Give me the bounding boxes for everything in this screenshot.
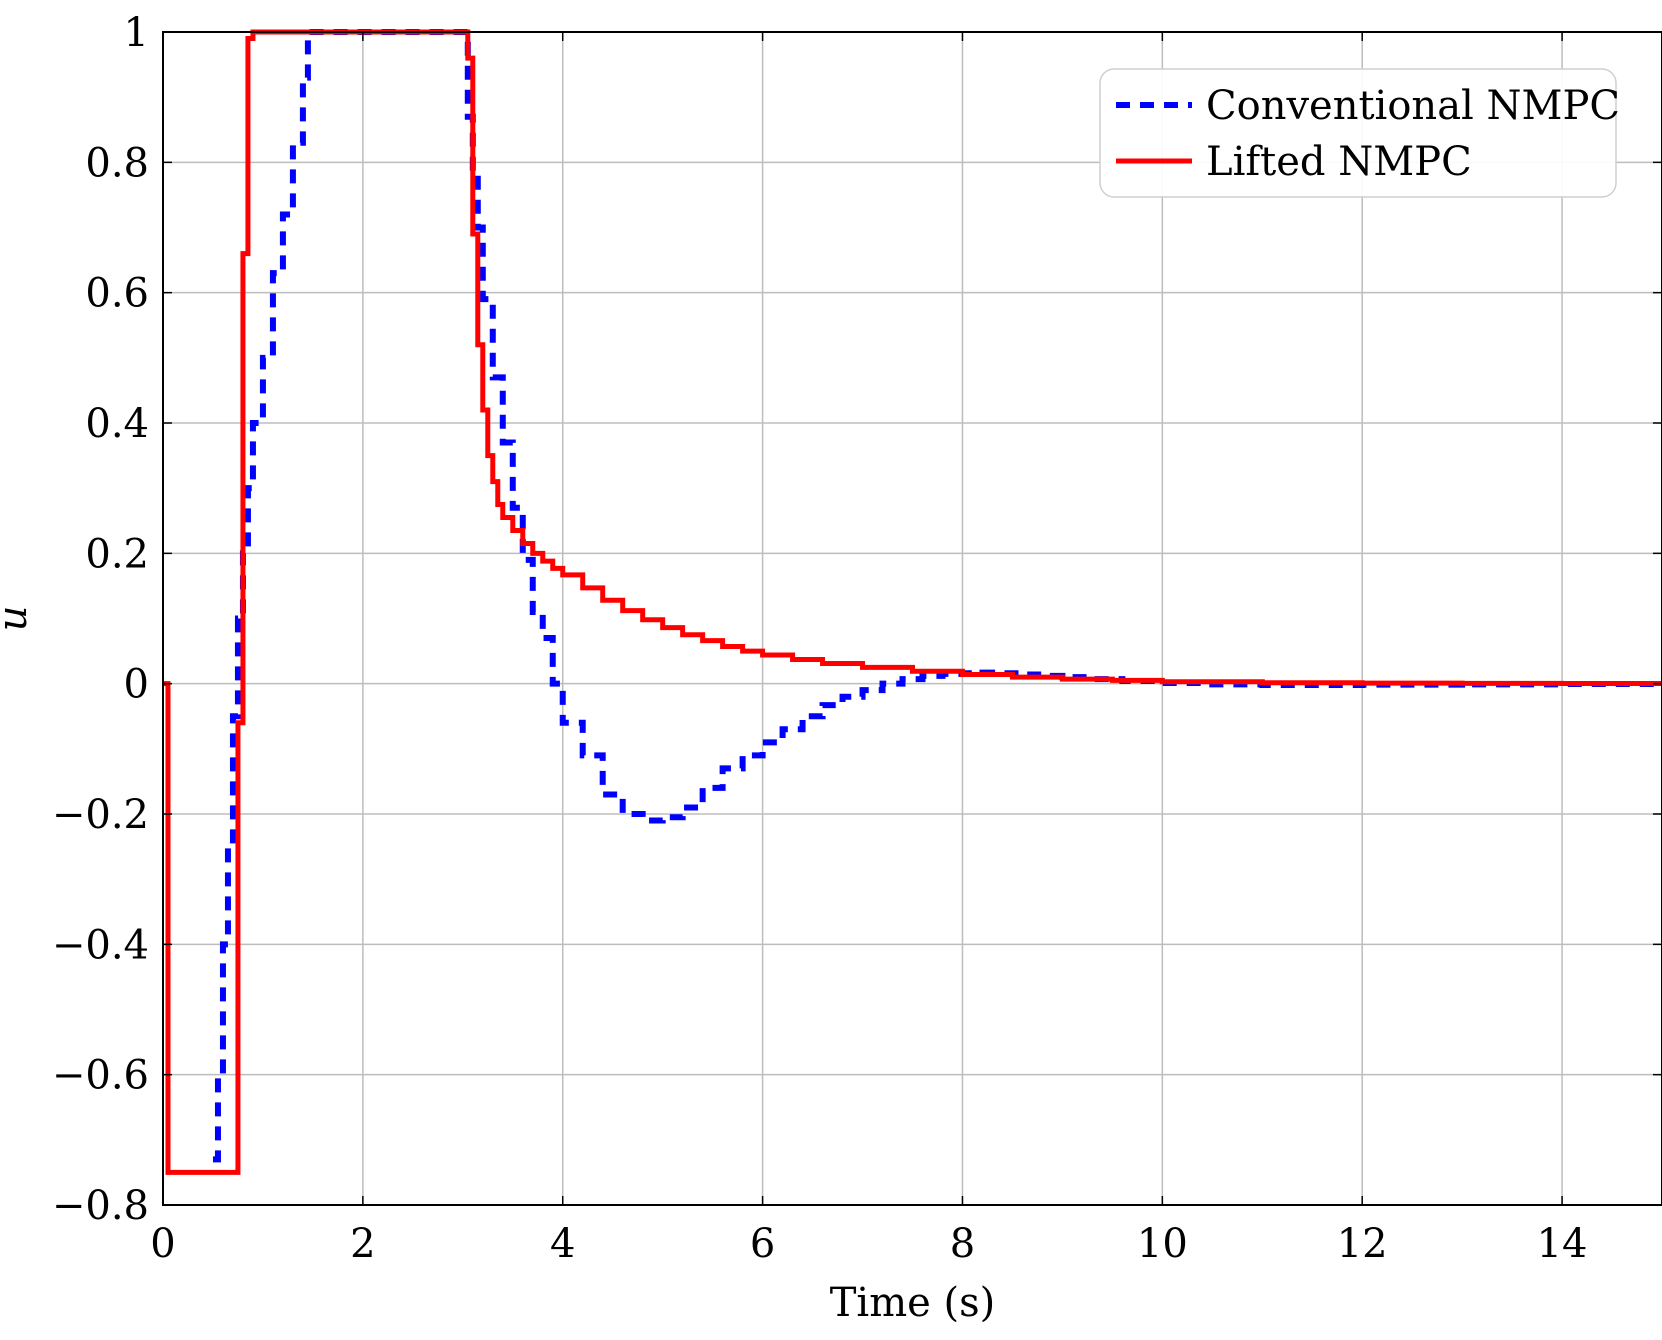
- y-tick-label: −0.2: [52, 792, 149, 838]
- x-tick-label: 10: [1137, 1221, 1188, 1267]
- y-axis-title: u: [0, 606, 36, 632]
- y-tick-label: 0: [124, 662, 149, 708]
- plot-frame: [162, 31, 1662, 1206]
- series-line-lifted-nmpc: [163, 29, 1662, 1175]
- x-tick-label: 0: [150, 1221, 175, 1267]
- y-tick-label: 0.6: [85, 271, 149, 317]
- x-tick-label: 14: [1537, 1221, 1588, 1267]
- x-tick-label: 2: [350, 1221, 375, 1267]
- x-axis-title: Time (s): [830, 1280, 996, 1326]
- y-tick-label: −0.8: [52, 1183, 149, 1229]
- y-tick-label: 0.8: [85, 140, 149, 186]
- y-tick-label: −0.6: [52, 1053, 149, 1099]
- y-tick-label: −0.4: [52, 922, 149, 968]
- x-tick-label: 6: [750, 1221, 775, 1267]
- x-tick-label: 8: [950, 1221, 975, 1267]
- series-lines: [163, 29, 1662, 1175]
- legend-label: Lifted NMPC: [1206, 139, 1472, 185]
- legend-label: Conventional NMPC: [1206, 83, 1620, 129]
- x-tick-label: 12: [1337, 1221, 1388, 1267]
- x-tick-label: 4: [550, 1221, 575, 1267]
- series-line-conventional-nmpc: [212, 29, 1662, 1163]
- y-tick-label: 1: [124, 10, 149, 56]
- legend: Conventional NMPC Lifted NMPC: [1099, 68, 1620, 198]
- legend-box: [1099, 68, 1617, 198]
- y-tick-label: 0.2: [85, 531, 149, 577]
- y-tick-label: 0.4: [85, 401, 149, 447]
- grid-lines: [162, 31, 1662, 1206]
- axis-ticks: 0 2 4 6 8 10 12 14 −0.8 −0.6 −0.4 −0.2 0 0.2 0.4 0.6 0.8…: [52, 10, 1662, 1267]
